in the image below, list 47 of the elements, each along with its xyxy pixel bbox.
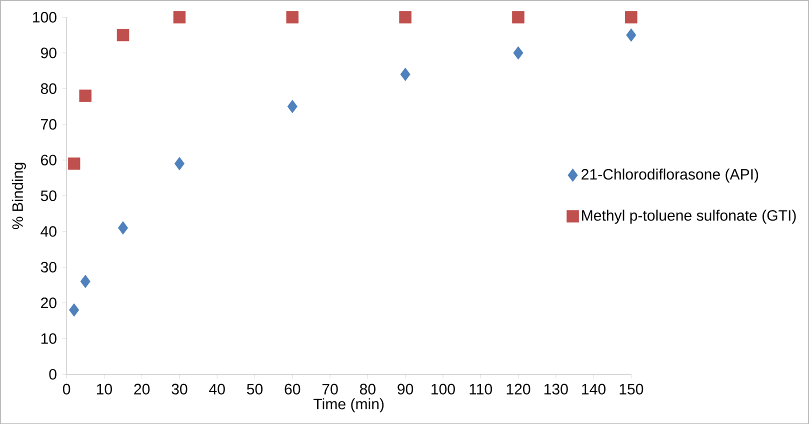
legend-label: 21-Chlorodiflorasone (API) xyxy=(582,168,758,183)
x-tick-label: 130 xyxy=(544,384,568,394)
y-tick-label: 90 xyxy=(40,48,56,58)
legend-label: Methyl p-toluene sulfonate (GTI) xyxy=(582,210,796,224)
y-tick-label: 20 xyxy=(41,297,56,308)
point xyxy=(287,100,298,114)
point xyxy=(68,157,80,170)
point xyxy=(626,28,636,42)
y-tick-label: 0 xyxy=(49,368,56,380)
point xyxy=(173,11,186,24)
point xyxy=(512,11,524,24)
point xyxy=(69,303,80,317)
x-tick-label: 10 xyxy=(96,384,112,394)
x-tick-label: 30 xyxy=(172,384,188,394)
point xyxy=(286,11,299,24)
x-tick-label: 110 xyxy=(470,384,492,394)
point xyxy=(625,11,638,24)
x-tick-label: 90 xyxy=(398,384,414,394)
x-tick-label: 0 xyxy=(62,384,70,394)
y-tick-label: 100 xyxy=(33,12,56,22)
y-axis-title: % Binding xyxy=(12,162,26,230)
x-tick-label: 140 xyxy=(582,384,606,394)
x-tick-label: 80 xyxy=(360,384,376,394)
point xyxy=(79,90,92,102)
point xyxy=(118,221,128,234)
x-axis-title: Time (min) xyxy=(314,398,384,412)
x-tick-label: 120 xyxy=(506,384,530,394)
point xyxy=(116,28,130,42)
y-tick-label: 30 xyxy=(40,262,56,272)
y-tick-label: 70 xyxy=(41,118,56,130)
x-tick-label: 150 xyxy=(620,384,644,394)
x-tick-label: 20 xyxy=(134,384,150,394)
x-tick-label: 50 xyxy=(246,384,263,394)
point xyxy=(80,274,90,288)
point xyxy=(174,156,185,170)
y-tick-label: 50 xyxy=(40,190,56,201)
point xyxy=(399,11,412,24)
x-tick-label: 100 xyxy=(432,384,455,394)
y-tick-label: 80 xyxy=(40,83,56,94)
point xyxy=(513,46,524,60)
point xyxy=(400,68,410,81)
y-tick-label: 60 xyxy=(41,154,56,166)
x-tick-label: 40 xyxy=(209,384,225,394)
x-tick-label: 60 xyxy=(284,384,300,394)
x-tick-label: 70 xyxy=(322,384,338,394)
y-tick-label: 10 xyxy=(41,333,56,344)
y-tick-label: 40 xyxy=(40,226,56,237)
